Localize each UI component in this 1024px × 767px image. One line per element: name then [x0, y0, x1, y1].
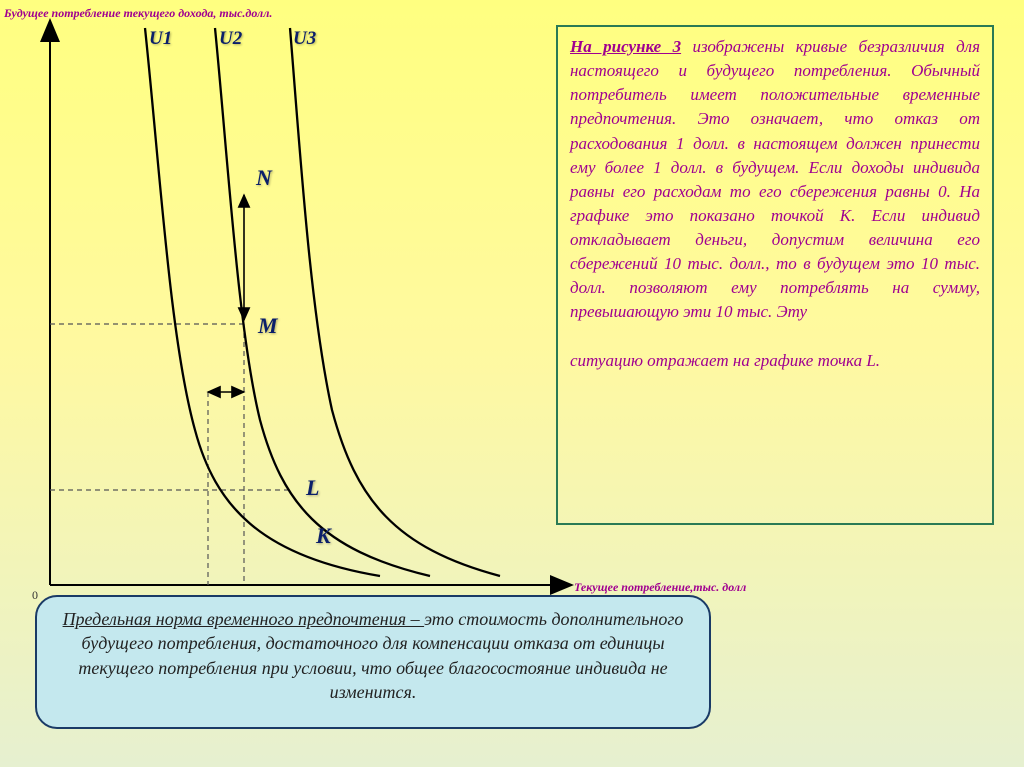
point-label-L: L [306, 475, 319, 501]
textbox-body-2: ситуацию отражает на графике точка L. [570, 351, 880, 370]
point-label-M: M [258, 313, 278, 339]
slide-page: { "chart": { "type": "indifference-curve… [0, 0, 1024, 767]
description-textbox: На рисунке 3 изображены кривые безразлич… [556, 25, 994, 525]
definition-box: Предельная норма временного предпочтения… [35, 595, 711, 729]
textbox-body-1: изображены кривые безразличия для настоя… [570, 37, 980, 321]
x-axis-label: Текущее потребление,тыс. долл [574, 580, 746, 595]
curve-label-U3: U3 [293, 28, 316, 50]
textbox-header: На рисунке 3 [570, 37, 681, 56]
y-axis-label: Будущее потребление текущего дохода, тыс… [4, 6, 272, 21]
indifference-curves [145, 28, 500, 576]
point-label-K: K [316, 523, 331, 549]
measure-arrows [208, 195, 244, 392]
definition-header: Предельная норма временного предпочтения… [63, 609, 425, 629]
point-label-N: N [256, 165, 272, 191]
curve-label-U2: U2 [219, 28, 242, 50]
origin-label: 0 [32, 588, 38, 603]
guide-lines [50, 324, 292, 585]
curve-label-U1: U1 [149, 28, 172, 50]
